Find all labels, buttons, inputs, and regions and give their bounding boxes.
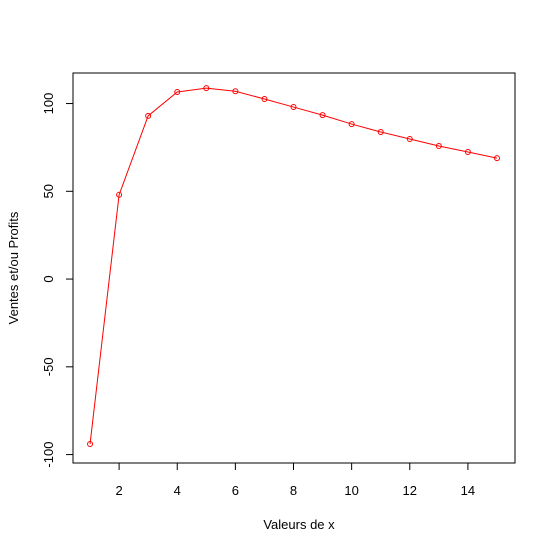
x-tick-label: 12 — [403, 483, 417, 498]
y-axis-title: Ventes et/ou Profits — [6, 211, 21, 324]
x-tick-label: 8 — [290, 483, 297, 498]
point — [435, 143, 442, 150]
x-tick-label: 14 — [461, 483, 475, 498]
point — [406, 135, 413, 142]
point — [464, 148, 471, 155]
point — [174, 88, 181, 95]
point — [203, 85, 210, 92]
y-tick-label: 0 — [41, 275, 56, 282]
x-tick-label: 4 — [174, 483, 181, 498]
point — [319, 112, 326, 119]
point — [87, 441, 94, 448]
x-tick-label: 6 — [232, 483, 239, 498]
plot-box — [72, 72, 516, 464]
y-tick-label: 50 — [41, 184, 56, 198]
point — [116, 191, 123, 198]
point — [145, 112, 152, 119]
point — [348, 121, 355, 128]
y-tick-label: 100 — [41, 93, 56, 115]
x-tick-label: 10 — [344, 483, 358, 498]
y-tick-label: -50 — [41, 357, 56, 376]
series-line — [89, 87, 498, 445]
point — [493, 155, 500, 162]
x-tick-label: 2 — [115, 483, 122, 498]
x-axis-title: Valeurs de x — [263, 517, 335, 532]
point — [232, 88, 239, 95]
point — [290, 104, 297, 111]
y-tick-label: -100 — [41, 442, 56, 468]
point — [261, 95, 268, 102]
point — [377, 128, 384, 135]
